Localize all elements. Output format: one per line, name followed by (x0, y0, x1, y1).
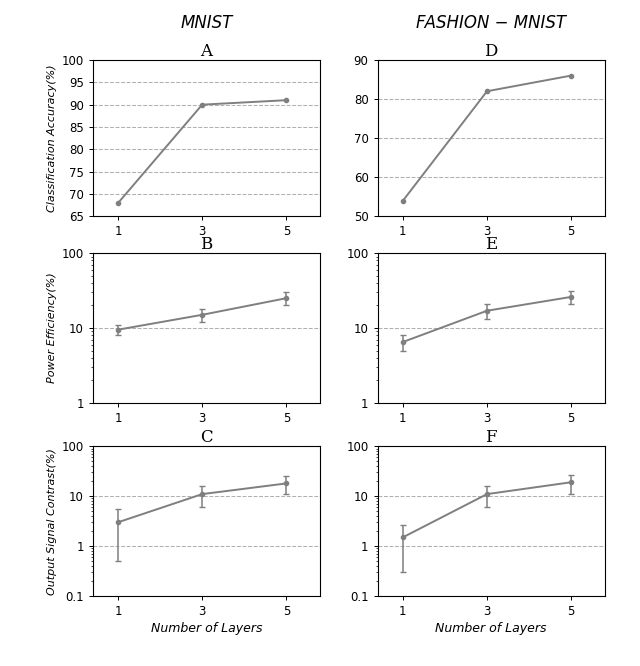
Y-axis label: Classification Accuracy(%): Classification Accuracy(%) (47, 65, 58, 212)
Title: E: E (485, 236, 497, 253)
Y-axis label: Power Efficiency(%): Power Efficiency(%) (47, 272, 58, 384)
Title: C: C (200, 429, 212, 446)
Title: A: A (200, 43, 212, 60)
X-axis label: Number of Layers: Number of Layers (435, 622, 547, 635)
Title: F: F (485, 429, 497, 446)
Title: B: B (200, 236, 212, 253)
Text: MNIST: MNIST (180, 14, 232, 33)
X-axis label: Number of Layers: Number of Layers (150, 622, 262, 635)
Text: FASHION − MNIST: FASHION − MNIST (416, 14, 566, 33)
Title: D: D (484, 43, 498, 60)
Y-axis label: Output Signal Contrast(%): Output Signal Contrast(%) (47, 448, 58, 595)
